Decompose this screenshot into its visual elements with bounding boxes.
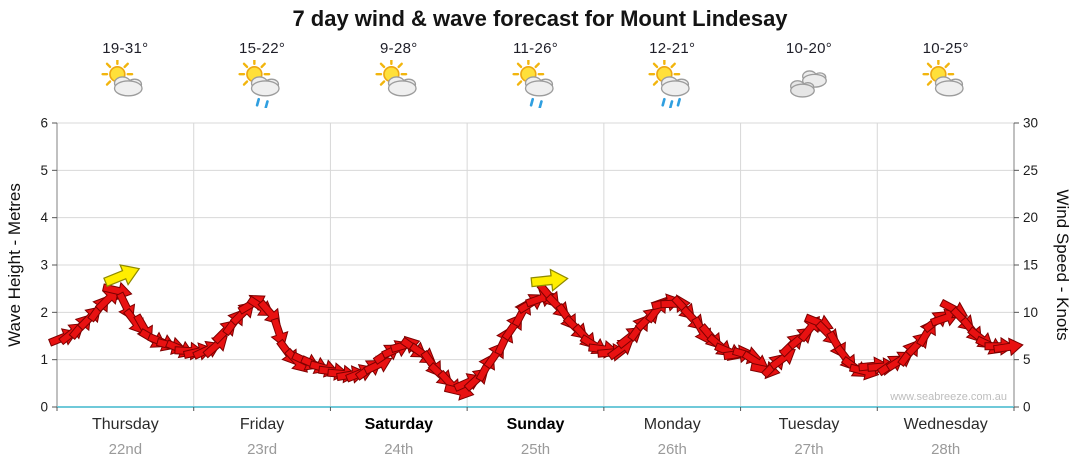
- clouds-icon: [785, 60, 833, 110]
- cloud-glyph: [801, 70, 827, 88]
- x-label-thursday: Thursday 22nd: [57, 416, 194, 458]
- sun-cloud-rain-icon: [648, 58, 690, 109]
- rain-drops-glyph: [255, 97, 269, 109]
- right-axis-tick-label: 30: [1023, 116, 1038, 131]
- sun-glyph: [101, 58, 134, 91]
- x-axis-labels: Thursday 22nd Friday 23rd Saturday 24th Sunday…: [57, 416, 1014, 458]
- day-summary-thursday: 19-31°: [57, 40, 194, 110]
- day-label: Thursday: [92, 416, 159, 433]
- right-axis-tick-label: 5: [1023, 352, 1031, 367]
- day-label: Saturday: [364, 416, 434, 433]
- day-summary-tuesday: 10-20°: [741, 40, 878, 110]
- day-label: Sunday: [506, 416, 565, 433]
- x-label-tuesday: Tuesday 27th: [741, 416, 878, 458]
- day-label: Wednesday: [903, 416, 988, 433]
- left-axis-tick-label: 4: [40, 210, 48, 225]
- page-title: 7 day wind & wave forecast for Mount Lin…: [292, 6, 788, 31]
- date-label: 28th: [931, 441, 961, 458]
- left-axis-tick-label: 0: [40, 400, 48, 415]
- gridlines: [56, 122, 1015, 407]
- wind-arrow: [993, 337, 1024, 357]
- day-summary-monday: 12-21°: [604, 40, 741, 110]
- day-summaries: 19-31° 15-22° 9-28° 11-26° 12-21° 10-20° 10-25…: [57, 40, 1014, 110]
- temperature-range: 10-20°: [785, 40, 833, 57]
- temperature-range: 19-31°: [102, 40, 149, 57]
- date-label: 26th: [657, 441, 687, 458]
- x-label-friday: Friday 23rd: [194, 416, 331, 458]
- sun-cloud-showers-icon: [238, 58, 280, 109]
- sun-cloud-icon: [101, 58, 149, 110]
- day-label: Friday: [239, 416, 285, 433]
- cloud-glyph: [250, 76, 280, 97]
- day-summary-friday: 15-22°: [194, 40, 331, 110]
- right-axis-tick-label: 0: [1023, 400, 1031, 415]
- cloud-glyph: [387, 76, 417, 97]
- cloud-glyph: [114, 76, 144, 97]
- date-label: 22nd: [108, 441, 143, 458]
- date-label: 24th: [384, 441, 414, 458]
- sun-cloud-icon: [375, 58, 423, 110]
- watermark: www.seabreeze.com.au: [890, 391, 1007, 403]
- temperature-range: 15-22°: [238, 40, 286, 57]
- temperature-range: 9-28°: [380, 40, 418, 57]
- sun-cloud-showers-icon: [511, 58, 554, 109]
- rain-drops-glyph: [661, 97, 682, 109]
- day-summary-sunday: 11-26°: [467, 40, 604, 110]
- sun-cloud-icon: [922, 58, 970, 110]
- date-label: 27th: [794, 441, 824, 458]
- rain-drops-glyph: [529, 97, 543, 109]
- sun-cloud-icon: [101, 58, 144, 97]
- highlight-arrow: [103, 264, 141, 288]
- left-axis-tick-label: 6: [40, 116, 48, 131]
- sun-cloud-rain-icon: [648, 58, 696, 110]
- cloud-glyph: [934, 76, 964, 97]
- x-label-monday: Monday 26th: [604, 416, 741, 458]
- sun-cloud-icon: [375, 58, 417, 97]
- left-axis-tick-label: 3: [40, 258, 48, 273]
- day-summary-wednesday: 10-25°: [877, 40, 1014, 110]
- right-axis-tick-label: 15: [1023, 258, 1038, 273]
- x-label-wednesday: Wednesday 28th: [877, 416, 1014, 458]
- x-label-sunday: Sunday 25th: [467, 416, 604, 458]
- cloud-glyph: [661, 76, 690, 97]
- day-summary-saturday: 9-28°: [330, 40, 467, 110]
- wind-arrow: [270, 317, 289, 348]
- left-axis-tick-label: 5: [40, 163, 48, 178]
- x-label-saturday: Saturday 24th: [330, 416, 467, 458]
- clouds-icon: [789, 70, 827, 98]
- date-label: 25th: [520, 441, 551, 458]
- wind-arrows: [48, 281, 1024, 401]
- right-axis-tick-label: 20: [1023, 210, 1038, 225]
- highlight-arrow: [530, 268, 569, 292]
- right-axis-tick-label: 10: [1023, 305, 1038, 320]
- day-label: Monday: [643, 416, 701, 433]
- cloud-glyph: [524, 76, 554, 97]
- left-axis-tick-label: 1: [40, 352, 48, 367]
- sun-cloud-showers-icon: [238, 58, 286, 110]
- sun-cloud-icon: [922, 58, 964, 97]
- left-axis-tick-label: 2: [40, 305, 48, 320]
- sun-cloud-showers-icon: [511, 58, 560, 110]
- temperature-range: 11-26°: [512, 40, 559, 57]
- date-label: 23rd: [247, 441, 278, 458]
- right-axis-tick-label: 25: [1023, 163, 1038, 178]
- day-label: Tuesday: [778, 416, 840, 433]
- temperature-range: 10-25°: [922, 40, 969, 57]
- temperature-range: 12-21°: [649, 40, 696, 57]
- cloud-glyph: [789, 80, 815, 98]
